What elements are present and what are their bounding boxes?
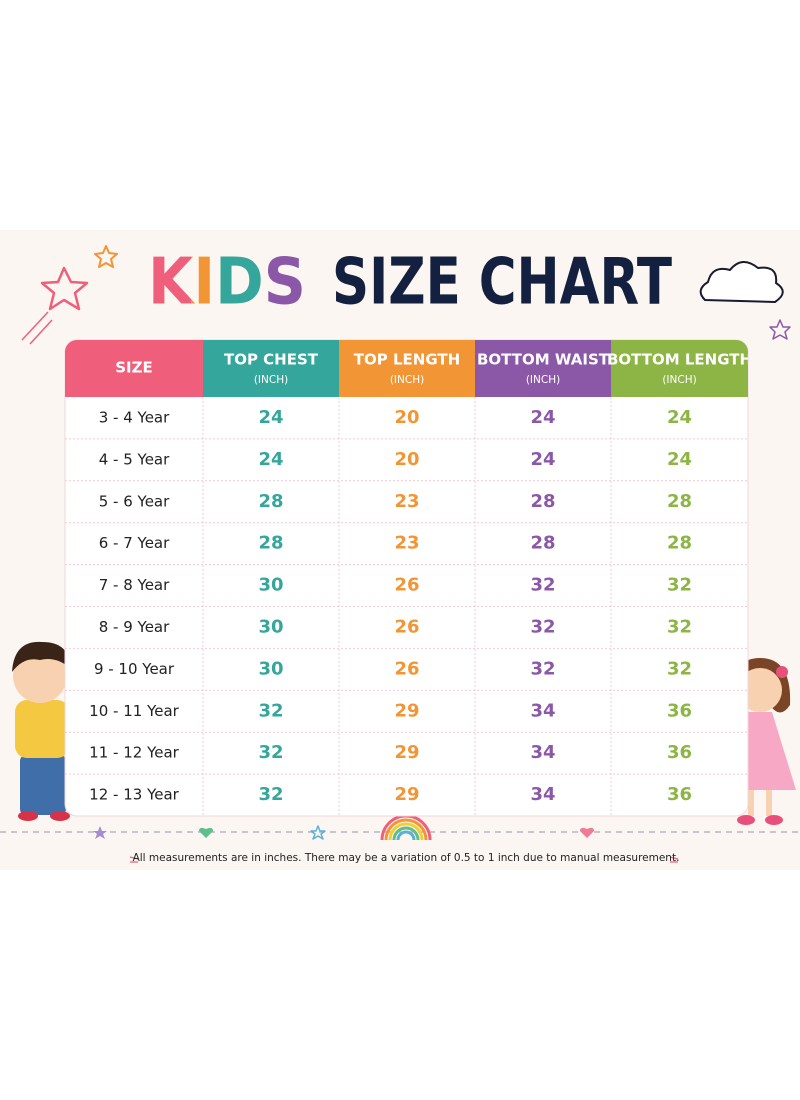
header-cell (65, 340, 203, 397)
value-cell: 24 (667, 449, 692, 470)
title-highlight: KIDS (148, 246, 306, 320)
size-cell: 5 - 6 Year (99, 492, 170, 510)
title-rest: SIZE CHART (332, 246, 672, 320)
value-cell: 29 (394, 784, 419, 805)
header-cell (611, 340, 748, 397)
value-cell: 26 (394, 616, 419, 637)
value-cell: 34 (530, 784, 555, 805)
size-cell: 9 - 10 Year (94, 660, 175, 678)
value-cell: 32 (258, 784, 283, 805)
value-cell: 24 (530, 449, 555, 470)
header-cell (339, 340, 475, 397)
value-cell: 24 (258, 407, 283, 428)
header-cell (475, 340, 611, 397)
header-unit: (INCH) (662, 374, 696, 386)
header-unit: (INCH) (526, 374, 560, 386)
value-cell: 20 (394, 407, 419, 428)
value-cell: 29 (394, 742, 419, 763)
header-name: BOTTOM LENGTH (607, 351, 752, 369)
value-cell: 29 (394, 700, 419, 721)
size-cell: 8 - 9 Year (99, 618, 170, 636)
header-unit: (INCH) (254, 374, 288, 386)
value-cell: 36 (667, 700, 692, 721)
header-name: TOP LENGTH (354, 351, 460, 369)
header-cell (203, 340, 339, 397)
size-cell: 7 - 8 Year (99, 576, 170, 594)
header-name: BOTTOM WAIST (477, 351, 610, 369)
value-cell: 28 (530, 491, 555, 512)
value-cell: 32 (667, 658, 692, 679)
value-cell: 34 (530, 700, 555, 721)
footnote: All measurements are in inches. There ma… (133, 852, 680, 864)
value-cell: 34 (530, 742, 555, 763)
value-cell: 32 (258, 700, 283, 721)
value-cell: 32 (667, 616, 692, 637)
value-cell: 28 (667, 491, 692, 512)
value-cell: 32 (530, 616, 555, 637)
value-cell: 23 (394, 533, 419, 554)
value-cell: 20 (394, 449, 419, 470)
value-cell: 36 (667, 784, 692, 805)
size-cell: 10 - 11 Year (89, 702, 179, 720)
size-cell: 6 - 7 Year (99, 534, 170, 552)
size-cell: 3 - 4 Year (99, 408, 170, 426)
value-cell: 32 (530, 658, 555, 679)
value-cell: 28 (530, 533, 555, 554)
value-cell: 36 (667, 742, 692, 763)
value-cell: 26 (394, 575, 419, 596)
value-cell: 30 (258, 575, 283, 596)
header-name: TOP CHEST (224, 351, 319, 369)
size-cell: 11 - 12 Year (89, 744, 179, 762)
size-cell: 12 - 13 Year (89, 786, 179, 804)
value-cell: 32 (667, 575, 692, 596)
value-cell: 24 (258, 449, 283, 470)
value-cell: 28 (667, 533, 692, 554)
header-name: SIZE (115, 359, 153, 377)
value-cell: 28 (258, 491, 283, 512)
size-cell: 4 - 5 Year (99, 450, 170, 468)
value-cell: 26 (394, 658, 419, 679)
value-cell: 24 (667, 407, 692, 428)
value-cell: 28 (258, 533, 283, 554)
value-cell: 24 (530, 407, 555, 428)
value-cell: 32 (258, 742, 283, 763)
value-cell: 30 (258, 658, 283, 679)
table: SIZE TOP CHEST (INCH) TOP LENGTH (INCH) BOTTO… (65, 340, 752, 816)
decorations (0, 245, 800, 863)
value-cell: 23 (394, 491, 419, 512)
value-cell: 30 (258, 616, 283, 637)
value-cell: 32 (530, 575, 555, 596)
header-unit: (INCH) (390, 374, 424, 386)
boy-illustration (12, 641, 70, 821)
